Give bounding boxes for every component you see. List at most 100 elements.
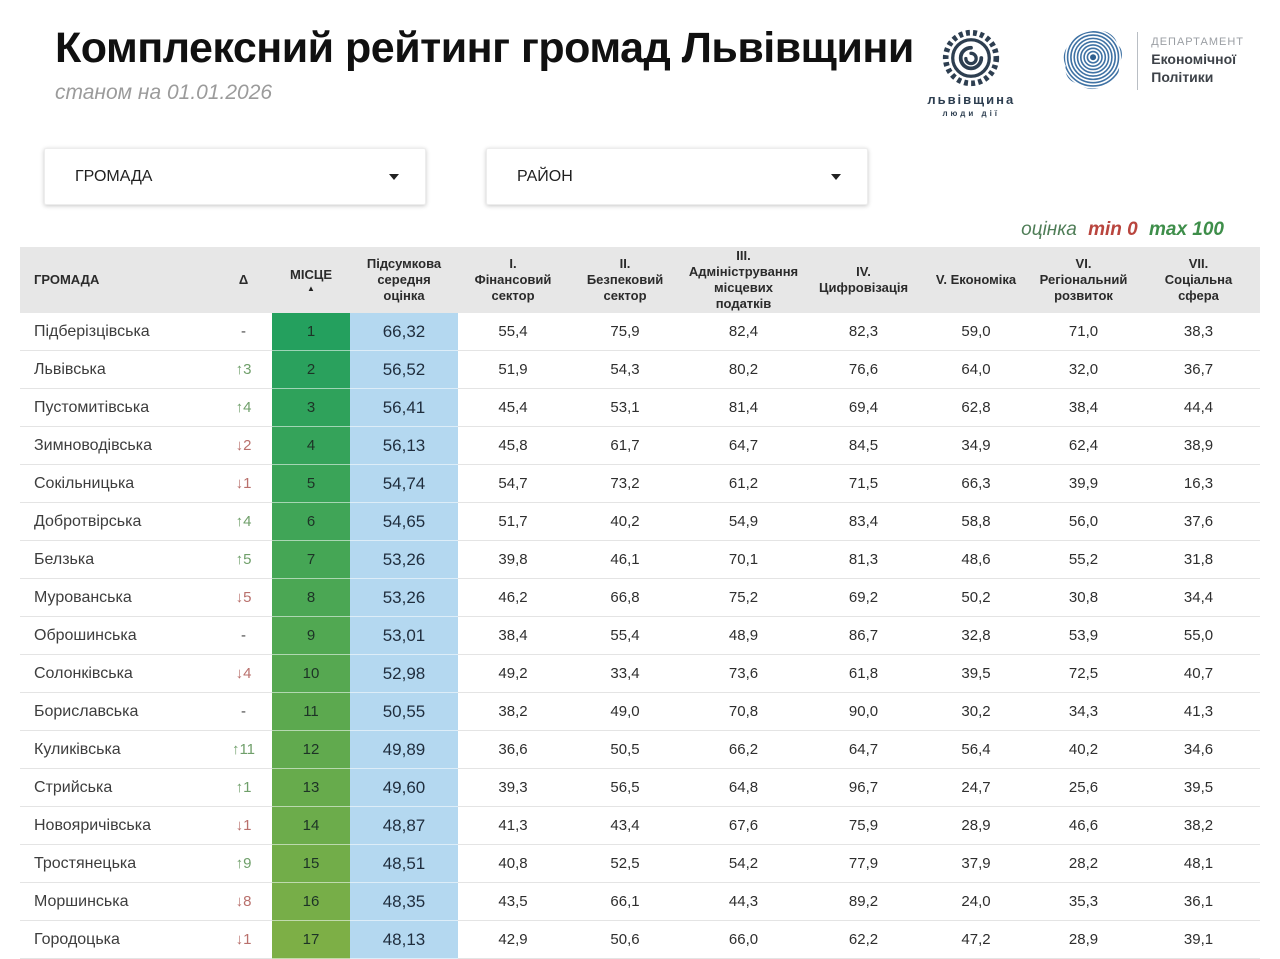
column-header-hromada[interactable]: ГРОМАДА [20,247,215,313]
sector-value-cell: 46,1 [568,540,682,579]
sector-value-cell: 50,6 [568,920,682,959]
column-header-c2[interactable]: II. Безпековий сектор [568,247,682,313]
lvivshchyna-logo-tagline: люди дії [942,109,1001,118]
sector-value-cell: 36,1 [1137,882,1260,921]
sector-value-cell: 67,6 [682,806,805,845]
legend-max: max 100 [1148,219,1224,240]
sector-value-cell: 66,0 [682,920,805,959]
table-row: Тростянецька ↑9 15 48,51 40,8 52,5 54,2 77,9 37,… [20,844,1260,883]
sector-value-cell: 34,3 [1030,692,1137,731]
sector-value-cell: 38,4 [1030,388,1137,427]
sector-value-cell: 56,5 [568,768,682,807]
sector-value-cell: 69,4 [805,388,922,427]
score-cell: 56,52 [350,350,458,389]
sector-value-cell: 44,4 [1137,388,1260,427]
sector-value-cell: 16,3 [1137,464,1260,503]
raion-filter-dropdown[interactable]: РАЙОН [486,148,868,205]
sector-value-cell: 75,9 [805,806,922,845]
sector-value-cell: 41,3 [458,806,568,845]
title-block: Комплексний рейтинг громад Львівщини ста… [55,25,914,105]
table-row: Стрийська ↑1 13 49,60 39,3 56,5 64,8 96,7 24,7 25… [20,768,1260,807]
delta-cell: ↓5 [215,578,272,617]
sector-value-cell: 24,0 [922,882,1030,921]
logos: львівщина люди дії [923,28,1244,118]
sector-value-cell: 61,7 [568,426,682,465]
score-cell: 49,89 [350,730,458,769]
delta-cell: - [215,692,272,731]
sector-value-cell: 84,5 [805,426,922,465]
place-cell: 16 [272,882,350,921]
column-header-delta[interactable]: Δ [215,247,272,313]
rating-table: ГРОМАДА Δ МІСЦЕ ▲ Підсумкова середня оцінка I… [20,247,1260,959]
sector-value-cell: 77,9 [805,844,922,883]
place-cell: 6 [272,502,350,541]
sector-value-cell: 62,2 [805,920,922,959]
table-row: Белзька ↑5 7 53,26 39,8 46,1 70,1 81,3 48,6 55,2 3… [20,540,1260,579]
sector-value-cell: 34,4 [1137,578,1260,617]
sector-value-cell: 38,9 [1137,426,1260,465]
column-header-c5[interactable]: V. Економіка [922,247,1030,313]
column-header-c4[interactable]: IV. Цифровізація [805,247,922,313]
sector-value-cell: 82,4 [682,313,805,351]
delta-cell: ↓4 [215,654,272,693]
sector-value-cell: 39,8 [458,540,568,579]
score-cell: 53,26 [350,540,458,579]
column-header-c1[interactable]: I. Фінансовий сектор [458,247,568,313]
community-name-cell: Тростянецька [20,844,215,883]
sector-value-cell: 37,9 [922,844,1030,883]
hromada-filter-dropdown[interactable]: ГРОМАДА [44,148,426,205]
sector-value-cell: 41,3 [1137,692,1260,731]
page-subtitle: станом на 01.01.2026 [55,81,273,105]
legend-min: min 0 [1088,219,1138,240]
sector-value-cell: 38,4 [458,616,568,655]
table-row: Пустомитівська ↑4 3 56,41 45,4 53,1 81,4 69,4 62… [20,388,1260,427]
sector-value-cell: 70,1 [682,540,805,579]
place-cell: 7 [272,540,350,579]
sector-value-cell: 28,2 [1030,844,1137,883]
column-header-c6[interactable]: VI. Регіональний розвиток [1030,247,1137,313]
community-name-cell: Підберізцівська [20,313,215,351]
sector-value-cell: 48,6 [922,540,1030,579]
place-cell: 12 [272,730,350,769]
sector-value-cell: 34,6 [1137,730,1260,769]
sector-value-cell: 75,2 [682,578,805,617]
sector-value-cell: 58,8 [922,502,1030,541]
sector-value-cell: 48,1 [1137,844,1260,883]
sector-value-cell: 64,0 [922,350,1030,389]
delta-cell: ↓1 [215,806,272,845]
column-header-c3[interactable]: III. Адміністрування місцевих податків [682,247,805,313]
sector-value-cell: 56,4 [922,730,1030,769]
sector-value-cell: 55,0 [1137,616,1260,655]
sector-value-cell: 39,5 [1137,768,1260,807]
sector-value-cell: 61,8 [805,654,922,693]
lvivshchyna-emblem-icon [943,29,1000,87]
table-header-row: ГРОМАДА Δ МІСЦЕ ▲ Підсумкова середня оцінка I… [20,247,1260,313]
score-cell: 48,51 [350,844,458,883]
score-cell: 50,55 [350,692,458,731]
sector-value-cell: 54,9 [682,502,805,541]
table-row: Оброшинська -9 53,01 38,4 55,4 48,9 86,7 32,8 53… [20,616,1260,655]
lvivshchyna-logo: львівщина люди дії [923,28,1019,118]
column-header-misce[interactable]: МІСЦЕ ▲ [272,247,350,313]
sector-value-cell: 51,9 [458,350,568,389]
sector-value-cell: 83,4 [805,502,922,541]
table-row: Моршинська ↓8 16 48,35 43,5 66,1 44,3 89,2 24,0 3… [20,882,1260,921]
sector-value-cell: 49,2 [458,654,568,693]
community-name-cell: Добротвірська [20,502,215,541]
sector-value-cell: 36,7 [1137,350,1260,389]
sector-value-cell: 43,4 [568,806,682,845]
sector-value-cell: 66,1 [568,882,682,921]
chevron-down-icon [389,173,399,180]
department-logo: ДЕПАРТАМЕНТ Економічної Політики [1061,28,1244,94]
sector-value-cell: 56,0 [1030,502,1137,541]
sector-value-cell: 69,2 [805,578,922,617]
score-cell: 54,65 [350,502,458,541]
sector-value-cell: 89,2 [805,882,922,921]
column-header-c7[interactable]: VII. Соціальна сфера [1137,247,1260,313]
column-header-score[interactable]: Підсумкова середня оцінка [350,247,458,313]
sector-value-cell: 64,8 [682,768,805,807]
sector-value-cell: 54,3 [568,350,682,389]
place-cell: 10 [272,654,350,693]
header: Комплексний рейтинг громад Львівщини ста… [0,0,1280,118]
